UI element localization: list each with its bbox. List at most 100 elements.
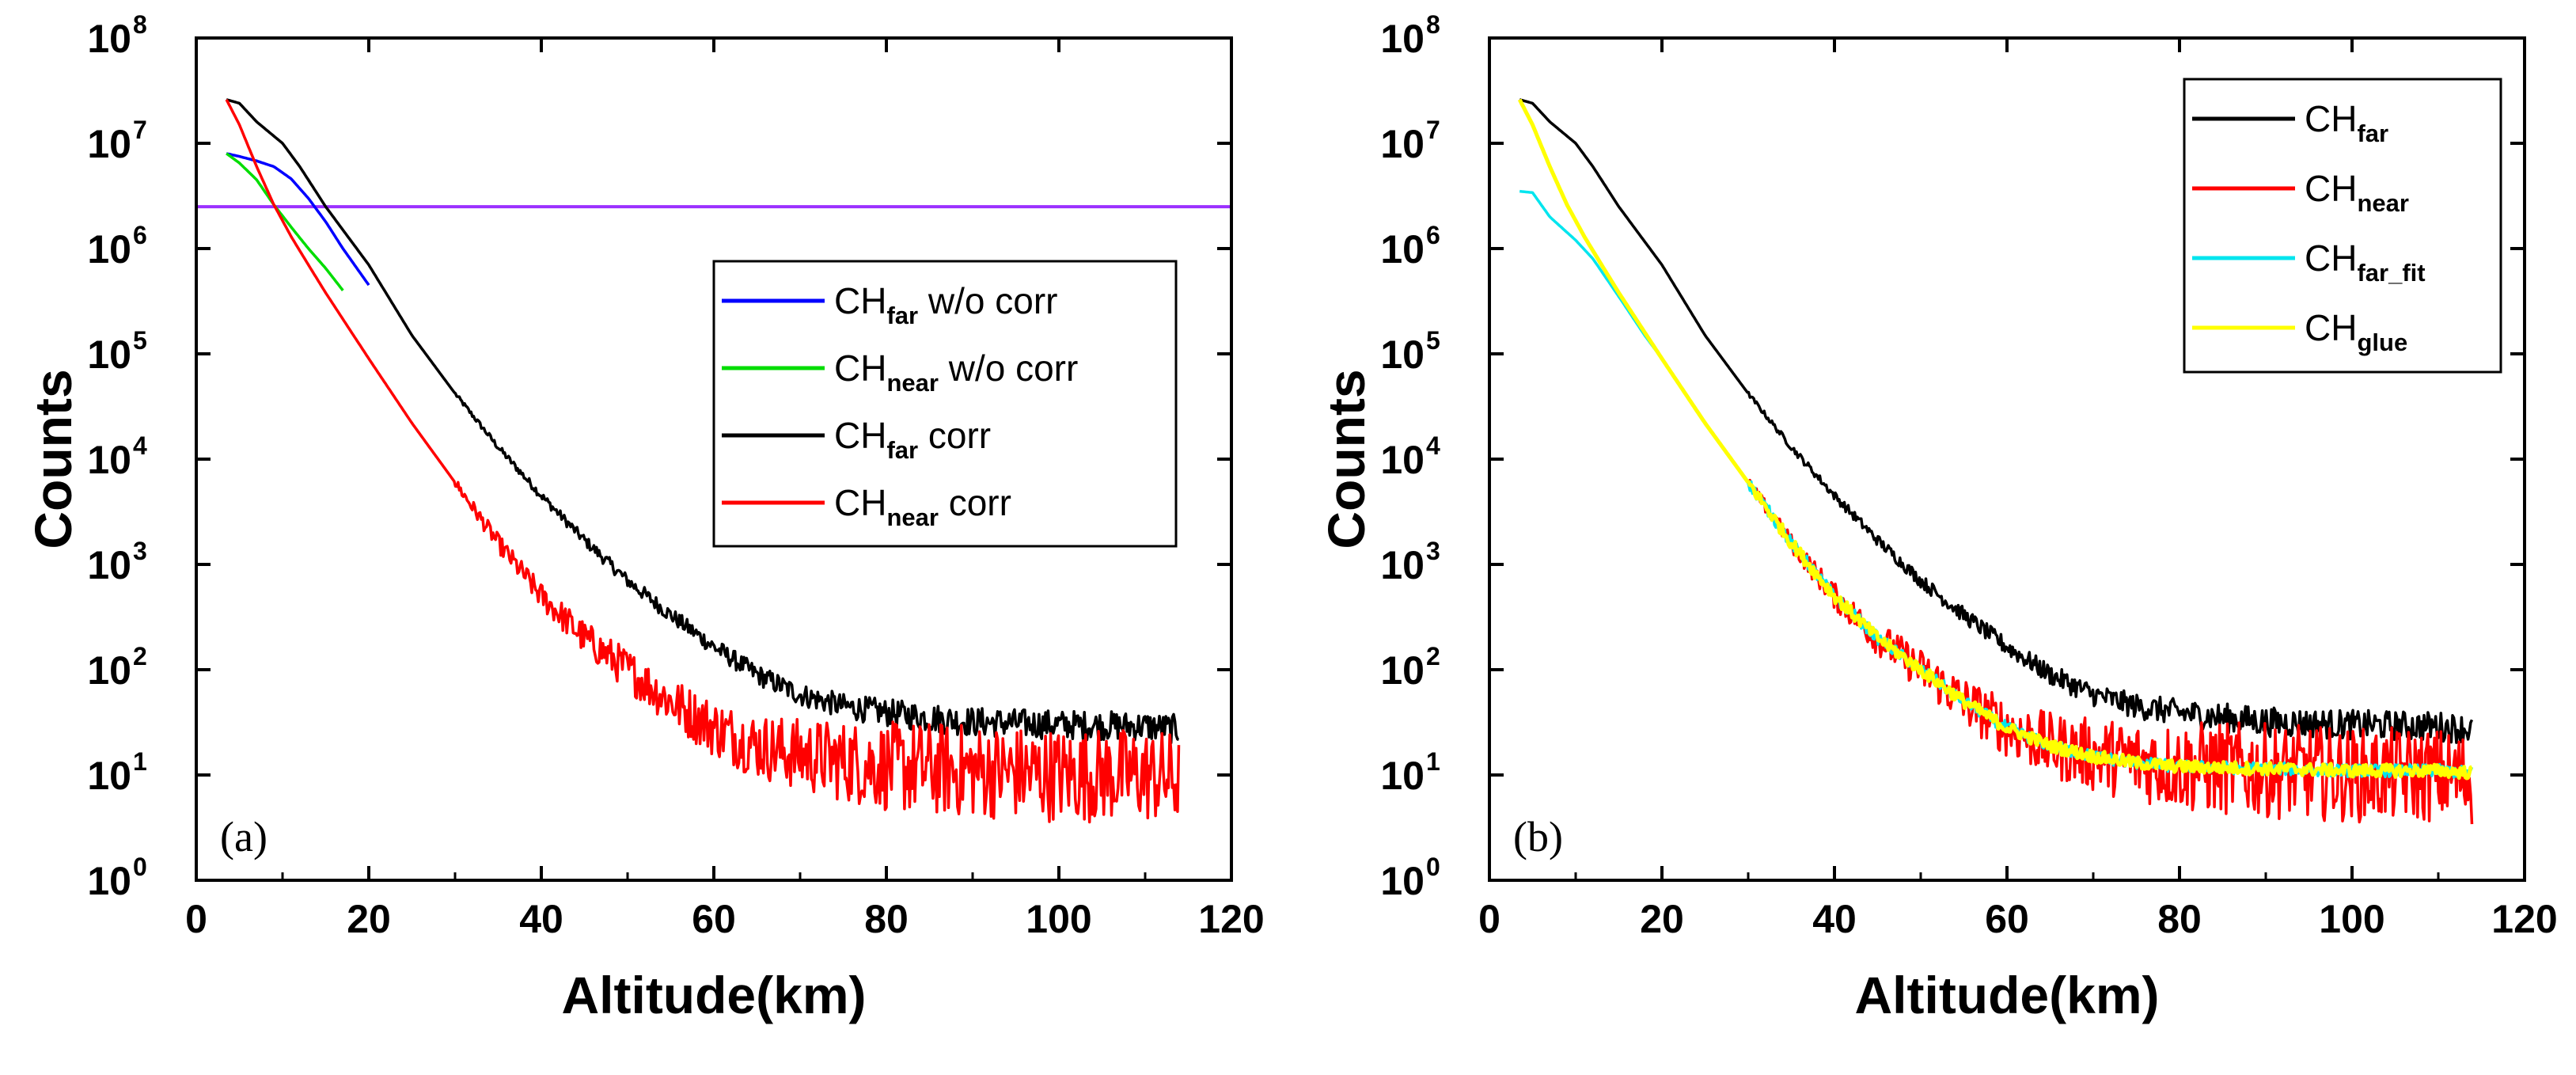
legend-entry-glue: CHglue bbox=[2305, 307, 2407, 356]
y-axis-title: Counts bbox=[1317, 369, 1375, 549]
y-tick-exponent: 5 bbox=[133, 326, 147, 355]
y-tick-base: 10 bbox=[1380, 648, 1425, 693]
y-tick-exponent: 6 bbox=[133, 221, 147, 249]
y-tick-base: 10 bbox=[87, 648, 131, 693]
legend-subscript: near bbox=[2357, 189, 2408, 217]
legend-subscript: far bbox=[886, 436, 918, 464]
y-tick-label: 10 bbox=[1380, 227, 1425, 272]
x-tick-label: 40 bbox=[519, 897, 563, 941]
series-line-glue bbox=[1517, 98, 2473, 781]
y-tick-base: 10 bbox=[1380, 227, 1425, 272]
x-tick-label: 100 bbox=[2319, 897, 2384, 941]
x-tick-label: 80 bbox=[864, 897, 909, 941]
legend-subscript: near bbox=[886, 503, 938, 531]
y-tick-exponent: 1 bbox=[133, 747, 147, 776]
series-line-near_raw bbox=[226, 152, 344, 291]
legend-entry-far_raw: CHfar w/o corr bbox=[834, 280, 1057, 329]
legend-box bbox=[712, 260, 1178, 548]
x-tick-label: 120 bbox=[1198, 897, 1264, 941]
y-tick-label: 10 bbox=[87, 227, 131, 272]
legend-entry-near_raw: CHnear w/o corr bbox=[834, 348, 1078, 397]
x-tick-label: 60 bbox=[692, 897, 736, 941]
series-group bbox=[225, 98, 1181, 824]
y-tick-label: 10 bbox=[1380, 754, 1425, 798]
series-line-near_corr bbox=[225, 98, 1181, 824]
x-tick-label: 0 bbox=[1478, 897, 1500, 941]
x-tick-label: 120 bbox=[2491, 897, 2557, 941]
series-line-far bbox=[1519, 98, 2474, 744]
legend-entry-near: CHnear bbox=[2305, 168, 2409, 217]
y-tick-exponent: 4 bbox=[133, 431, 147, 460]
panel-label: (a) bbox=[220, 813, 267, 860]
legend-suffix: corr bbox=[939, 482, 1011, 523]
y-tick-label: 10 bbox=[87, 648, 131, 693]
legend-name: CH bbox=[2305, 98, 2357, 139]
y-tick-exponent: 7 bbox=[1426, 116, 1440, 144]
y-tick-exponent: 3 bbox=[1426, 537, 1440, 565]
y-tick-base: 10 bbox=[87, 543, 131, 587]
legend-suffix: w/o corr bbox=[918, 280, 1057, 321]
y-tick-base: 10 bbox=[1380, 754, 1425, 798]
y-axis-title: Counts bbox=[24, 369, 82, 549]
y-tick-exponent: 6 bbox=[1426, 221, 1440, 249]
y-tick-base: 10 bbox=[1380, 438, 1425, 482]
x-tick-label: 20 bbox=[347, 897, 391, 941]
y-tick-base: 10 bbox=[87, 438, 131, 482]
legend-name: CH bbox=[834, 482, 886, 523]
legend-suffix: w/o corr bbox=[939, 348, 1078, 389]
y-tick-base: 10 bbox=[1380, 859, 1425, 903]
legend-subscript: glue bbox=[2357, 329, 2407, 356]
y-tick-label: 10 bbox=[1380, 648, 1425, 693]
legend-suffix: corr bbox=[918, 415, 991, 456]
y-tick-base: 10 bbox=[1380, 332, 1425, 377]
y-tick-label: 10 bbox=[1380, 543, 1425, 587]
y-tick-exponent: 8 bbox=[133, 10, 147, 39]
y-tick-exponent: 2 bbox=[133, 642, 147, 670]
y-tick-exponent: 0 bbox=[1426, 853, 1440, 881]
y-tick-base: 10 bbox=[87, 332, 131, 377]
x-tick-label: 100 bbox=[1026, 897, 1091, 941]
y-tick-label: 10 bbox=[1380, 17, 1425, 61]
y-tick-exponent: 5 bbox=[1426, 326, 1440, 355]
x-tick-label: 60 bbox=[1985, 897, 2029, 941]
legend-entry-far: CHfar bbox=[2305, 98, 2388, 147]
legend-name: CH bbox=[834, 415, 886, 456]
y-tick-label: 10 bbox=[1380, 122, 1425, 166]
y-tick-base: 10 bbox=[1380, 122, 1425, 166]
y-tick-exponent: 1 bbox=[1426, 747, 1440, 776]
legend-entry-near_corr: CHnear corr bbox=[834, 482, 1011, 531]
x-tick-label: 40 bbox=[1812, 897, 1857, 941]
y-tick-label: 10 bbox=[1380, 332, 1425, 377]
y-tick-base: 10 bbox=[87, 754, 131, 798]
y-tick-label: 10 bbox=[87, 754, 131, 798]
y-tick-exponent: 4 bbox=[1426, 431, 1440, 460]
x-axis-title: Altitude(km) bbox=[1855, 966, 2160, 1024]
legend-entry-far_fit: CHfar_fit bbox=[2305, 237, 2426, 287]
y-tick-base: 10 bbox=[1380, 17, 1425, 61]
legend-subscript: far bbox=[2357, 120, 2388, 147]
y-tick-label: 10 bbox=[87, 543, 131, 587]
series-line-far_raw bbox=[226, 152, 370, 287]
y-tick-label: 10 bbox=[1380, 859, 1425, 903]
x-tick-label: 0 bbox=[185, 897, 207, 941]
legend-name: CH bbox=[2305, 307, 2357, 348]
legend-entry-far_corr: CHfar corr bbox=[834, 415, 991, 464]
y-tick-label: 10 bbox=[87, 122, 131, 166]
y-tick-label: 10 bbox=[87, 17, 131, 61]
x-tick-label: 80 bbox=[2157, 897, 2202, 941]
legend-subscript: far bbox=[886, 302, 918, 329]
x-tick-label: 20 bbox=[1640, 897, 1684, 941]
y-tick-base: 10 bbox=[87, 17, 131, 61]
legend-name: CH bbox=[2305, 168, 2357, 209]
legend-subscript: near bbox=[886, 369, 938, 397]
y-tick-base: 10 bbox=[87, 859, 131, 903]
y-tick-base: 10 bbox=[1380, 543, 1425, 587]
y-tick-exponent: 2 bbox=[1426, 642, 1440, 670]
series-line-far_corr bbox=[226, 98, 1180, 745]
series-group bbox=[1517, 98, 2474, 825]
